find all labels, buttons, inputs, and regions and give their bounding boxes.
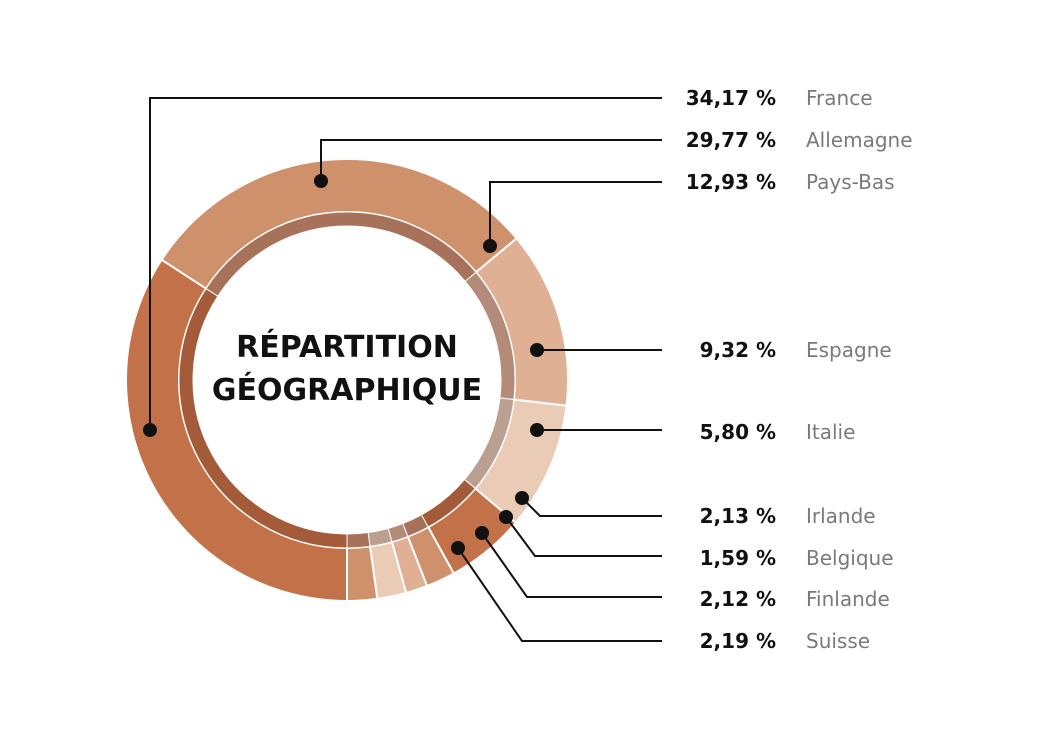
donut-slice-france <box>125 258 348 603</box>
value-label-pays-bas: 12,93 % <box>686 170 776 194</box>
value-label-italie: 5,80 % <box>700 420 776 444</box>
chart-title-line-1: RÉPARTITION <box>236 329 458 365</box>
country-label-suisse: Suisse <box>806 629 870 653</box>
value-label-france: 34,17 % <box>686 86 776 110</box>
value-label-finlande: 2,12 % <box>700 587 776 611</box>
country-label-italie: Italie <box>806 420 855 444</box>
country-label-irlande: Irlande <box>806 504 876 528</box>
country-label-france: France <box>806 86 873 110</box>
country-label-espagne: Espagne <box>806 338 892 362</box>
value-label-irlande: 2,13 % <box>700 504 776 528</box>
value-label-suisse: 2,19 % <box>700 629 776 653</box>
leader-dot-italie <box>530 423 544 437</box>
leader-line-suisse <box>457 547 662 642</box>
leader-line-finlande <box>481 532 662 598</box>
leader-dot-finlande <box>475 526 489 540</box>
country-label-pays-bas: Pays-Bas <box>806 170 895 194</box>
leader-dot-allemagne <box>314 174 328 188</box>
value-label-belgique: 1,59 % <box>700 546 776 570</box>
country-label-allemagne: Allemagne <box>806 128 913 152</box>
value-label-espagne: 9,32 % <box>700 338 776 362</box>
leader-line-belgique <box>505 516 662 557</box>
leader-dot-suisse <box>451 541 465 555</box>
donut-slice-inner-suisse <box>346 531 371 549</box>
leader-dot-france <box>143 423 157 437</box>
leader-line-france <box>149 97 662 430</box>
leader-dot-pays-bas <box>483 239 497 253</box>
leader-line-irlande <box>521 497 662 517</box>
leader-dot-belgique <box>499 510 513 524</box>
country-label-finlande: Finlande <box>806 587 890 611</box>
leader-line-allemagne <box>320 139 662 181</box>
leader-lines <box>143 97 662 642</box>
leader-dot-espagne <box>530 343 544 357</box>
legend-labels: 34,17 % France 29,77 % Allemagne 12,93 % Pays… <box>686 86 913 653</box>
value-label-allemagne: 29,77 % <box>686 128 776 152</box>
country-label-belgique: Belgique <box>806 546 894 570</box>
leader-line-pays-bas <box>489 181 662 246</box>
leader-dot-irlande <box>515 491 529 505</box>
chart-title-line-2: GÉOGRAPHIQUE <box>212 372 482 408</box>
